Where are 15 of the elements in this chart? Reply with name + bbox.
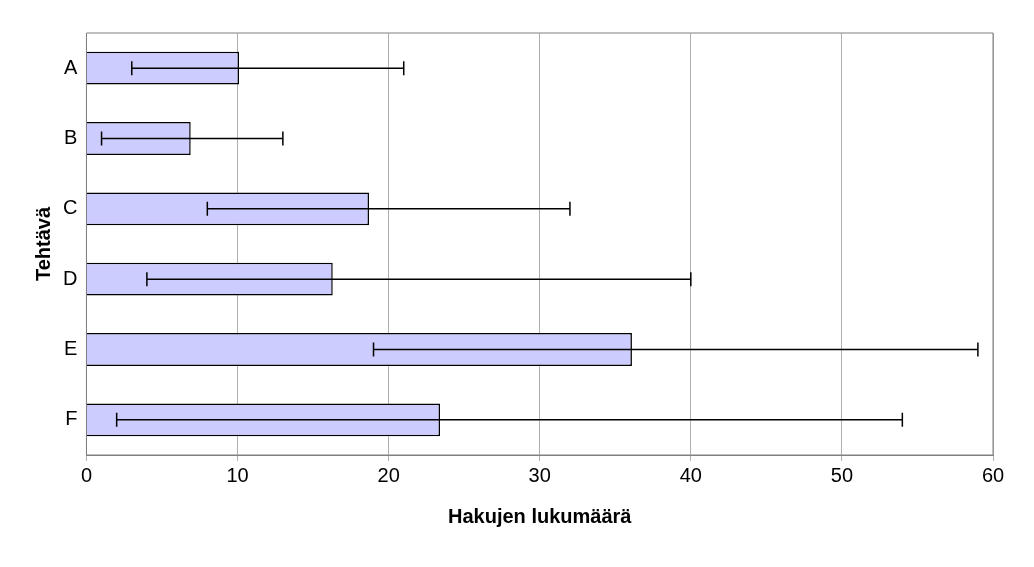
x-tick-label: 20 xyxy=(377,463,400,486)
y-axis-title: Tehtävä xyxy=(31,206,54,282)
x-tick-label: 0 xyxy=(80,463,93,486)
x-tick-label: 60 xyxy=(981,463,1005,486)
x-tick-label: 30 xyxy=(528,463,551,486)
y-tick-label: C xyxy=(62,196,78,219)
x-tick-label: 10 xyxy=(226,463,249,486)
y-tick-label: F xyxy=(65,407,78,430)
y-tick-label: D xyxy=(62,266,78,289)
y-tick-label: A xyxy=(64,55,79,78)
x-tick-label: 50 xyxy=(830,463,854,486)
y-tick-label: E xyxy=(64,337,78,360)
x-axis-title: Hakujen lukumäärä xyxy=(448,504,633,527)
y-tick-label: B xyxy=(64,126,78,149)
x-tick-label: 40 xyxy=(679,463,702,486)
